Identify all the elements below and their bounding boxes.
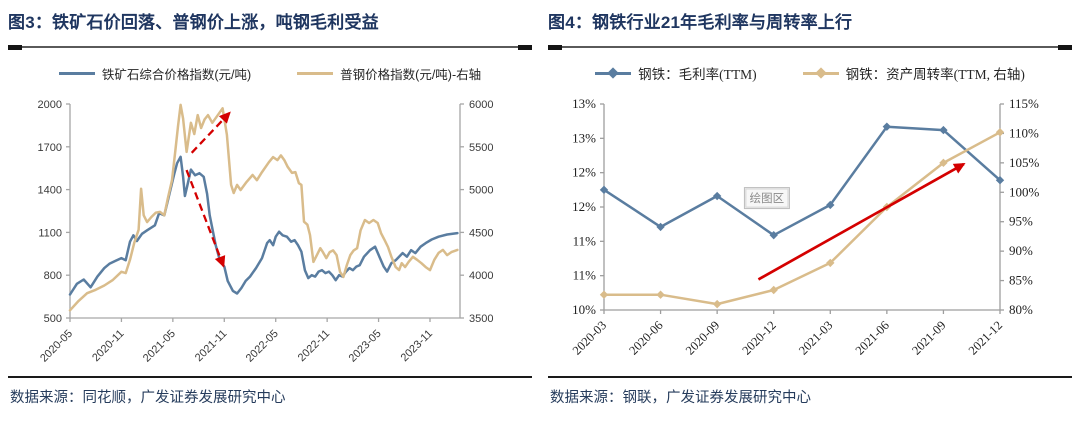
legend-item: 钢铁：毛利率(TTM) bbox=[595, 63, 757, 83]
svg-text:5500: 5500 bbox=[469, 142, 493, 154]
svg-text:1700: 1700 bbox=[38, 142, 62, 154]
legend-line-swatch bbox=[595, 66, 632, 79]
svg-text:2023-11: 2023-11 bbox=[399, 328, 435, 364]
svg-text:2020-05: 2020-05 bbox=[38, 328, 75, 365]
svg-text:90%: 90% bbox=[1009, 243, 1033, 258]
figure3-bottom-rule bbox=[8, 376, 532, 378]
figure3-title-rule bbox=[8, 44, 532, 50]
svg-text:95%: 95% bbox=[1009, 214, 1033, 229]
axes: 500 800 1100 1400 1700 2000 3500 4000 4500 5000 55… bbox=[38, 99, 494, 365]
svg-text:110%: 110% bbox=[1009, 125, 1039, 140]
svg-text:4000: 4000 bbox=[469, 270, 493, 282]
legend-diamond-marker bbox=[607, 66, 619, 79]
svg-text:4500: 4500 bbox=[469, 227, 493, 239]
legend-item: 铁矿石综合价格指数(元/吨) bbox=[58, 64, 252, 83]
svg-text:100%: 100% bbox=[1009, 184, 1040, 199]
figure3-legend: 铁矿石综合价格指数(元/吨) 普钢价格指数(元/吨)-右轴 bbox=[8, 62, 532, 84]
legend-label: 铁矿石综合价格指数(元/吨) bbox=[101, 67, 252, 82]
svg-text:2023-05: 2023-05 bbox=[347, 328, 384, 365]
svg-text:2021-06: 2021-06 bbox=[853, 318, 892, 357]
trend-arrow-up bbox=[757, 162, 966, 281]
svg-text:2021-09: 2021-09 bbox=[909, 318, 948, 357]
svg-text:2021-11: 2021-11 bbox=[193, 328, 229, 364]
svg-text:6000: 6000 bbox=[469, 99, 493, 111]
svg-text:2022-11: 2022-11 bbox=[296, 328, 332, 364]
legend-line-swatch bbox=[297, 71, 334, 75]
legend-item: 普钢价格指数(元/吨)-右轴 bbox=[297, 64, 481, 83]
svg-text:13%: 13% bbox=[572, 130, 596, 145]
svg-text:85%: 85% bbox=[1009, 273, 1033, 288]
figure3-source: 数据来源：同花顺，广发证券发展研究中心 bbox=[10, 390, 286, 406]
svg-text:1400: 1400 bbox=[38, 185, 62, 197]
figure3-line-chart: 500 800 1100 1400 1700 2000 3500 4000 4500 5000 55… bbox=[38, 99, 494, 365]
svg-text:10%: 10% bbox=[572, 302, 596, 317]
svg-text:2021-05: 2021-05 bbox=[141, 328, 178, 365]
legend-line-swatch bbox=[802, 66, 839, 79]
svg-text:2021-12: 2021-12 bbox=[966, 318, 1005, 357]
svg-text:800: 800 bbox=[44, 270, 62, 282]
svg-text:500: 500 bbox=[44, 313, 62, 325]
legend-line-swatch bbox=[58, 71, 95, 75]
plot-area-label: 绘图区 bbox=[743, 187, 790, 210]
svg-text:2000: 2000 bbox=[38, 99, 62, 111]
svg-text:2022-05: 2022-05 bbox=[244, 328, 281, 365]
svg-text:12%: 12% bbox=[572, 165, 596, 180]
series-left bbox=[599, 122, 1005, 240]
series-right bbox=[68, 103, 459, 312]
figure3-title: 图3：铁矿石价回落、普钢价上涨，吨钢毛利受益 bbox=[8, 13, 379, 32]
figure4-source: 数据来源：钢联，广发证券发展研究中心 bbox=[550, 390, 811, 406]
figure3-chart-box: 500 800 1100 1400 1700 2000 3500 4000 4500 5000 55… bbox=[8, 90, 532, 370]
axes: 10% 11% 11% 12% 12% 13% 13% 80% 85% 90% 95% 100% 105… bbox=[570, 96, 1040, 358]
figure4-title-rule bbox=[548, 44, 1072, 50]
figure4-line-chart: 10% 11% 11% 12% 12% 13% 13% 80% 85% 90% 95% 100% 105… bbox=[570, 96, 1040, 358]
figure4-panel: 图4：钢铁行业21年毛利率与周转率上行 钢铁：毛利率(TTM) 钢铁：资产周转率(… bbox=[548, 6, 1072, 420]
svg-text:11%: 11% bbox=[573, 233, 597, 248]
trend-arrow-down bbox=[185, 169, 226, 268]
svg-text:11%: 11% bbox=[573, 268, 597, 283]
trend-arrow-up bbox=[190, 111, 231, 154]
figure4-bottom-rule bbox=[548, 376, 1072, 378]
svg-text:12%: 12% bbox=[572, 199, 596, 214]
figure4-legend: 钢铁：毛利率(TTM) 钢铁：资产周转率(TTM, 右轴) bbox=[548, 62, 1072, 84]
legend-label: 普钢价格指数(元/吨)-右轴 bbox=[340, 67, 482, 82]
svg-text:115%: 115% bbox=[1009, 96, 1039, 111]
svg-text:13%: 13% bbox=[572, 96, 596, 111]
legend-label: 钢铁：毛利率(TTM) bbox=[638, 67, 757, 82]
legend-item: 钢铁：资产周转率(TTM, 右轴) bbox=[802, 63, 1025, 83]
svg-text:2021-03: 2021-03 bbox=[796, 318, 835, 357]
figure4-chart-box: 10% 11% 11% 12% 12% 13% 13% 80% 85% 90% 95% 100% 105… bbox=[548, 90, 1072, 370]
svg-text:5000: 5000 bbox=[469, 185, 493, 197]
svg-text:2020-06: 2020-06 bbox=[626, 318, 665, 357]
legend-diamond-marker bbox=[814, 66, 827, 79]
svg-text:2020-09: 2020-09 bbox=[683, 318, 722, 357]
svg-text:2020-12: 2020-12 bbox=[739, 318, 778, 357]
figure3-panel: 图3：铁矿石价回落、普钢价上涨，吨钢毛利受益 铁矿石综合价格指数(元/吨) 普钢价… bbox=[8, 6, 532, 420]
legend-label: 钢铁：资产周转率(TTM, 右轴) bbox=[845, 67, 1025, 82]
figure4-title: 图4：钢铁行业21年毛利率与周转率上行 bbox=[548, 13, 853, 32]
svg-text:绘图区: 绘图区 bbox=[750, 191, 785, 205]
svg-text:2020-03: 2020-03 bbox=[570, 318, 609, 357]
svg-text:3500: 3500 bbox=[469, 313, 493, 325]
series-right bbox=[599, 128, 1005, 309]
series-left bbox=[68, 155, 459, 296]
svg-text:1100: 1100 bbox=[38, 227, 62, 239]
svg-text:80%: 80% bbox=[1009, 302, 1033, 317]
svg-text:105%: 105% bbox=[1009, 155, 1040, 170]
svg-text:2020-11: 2020-11 bbox=[90, 328, 126, 364]
